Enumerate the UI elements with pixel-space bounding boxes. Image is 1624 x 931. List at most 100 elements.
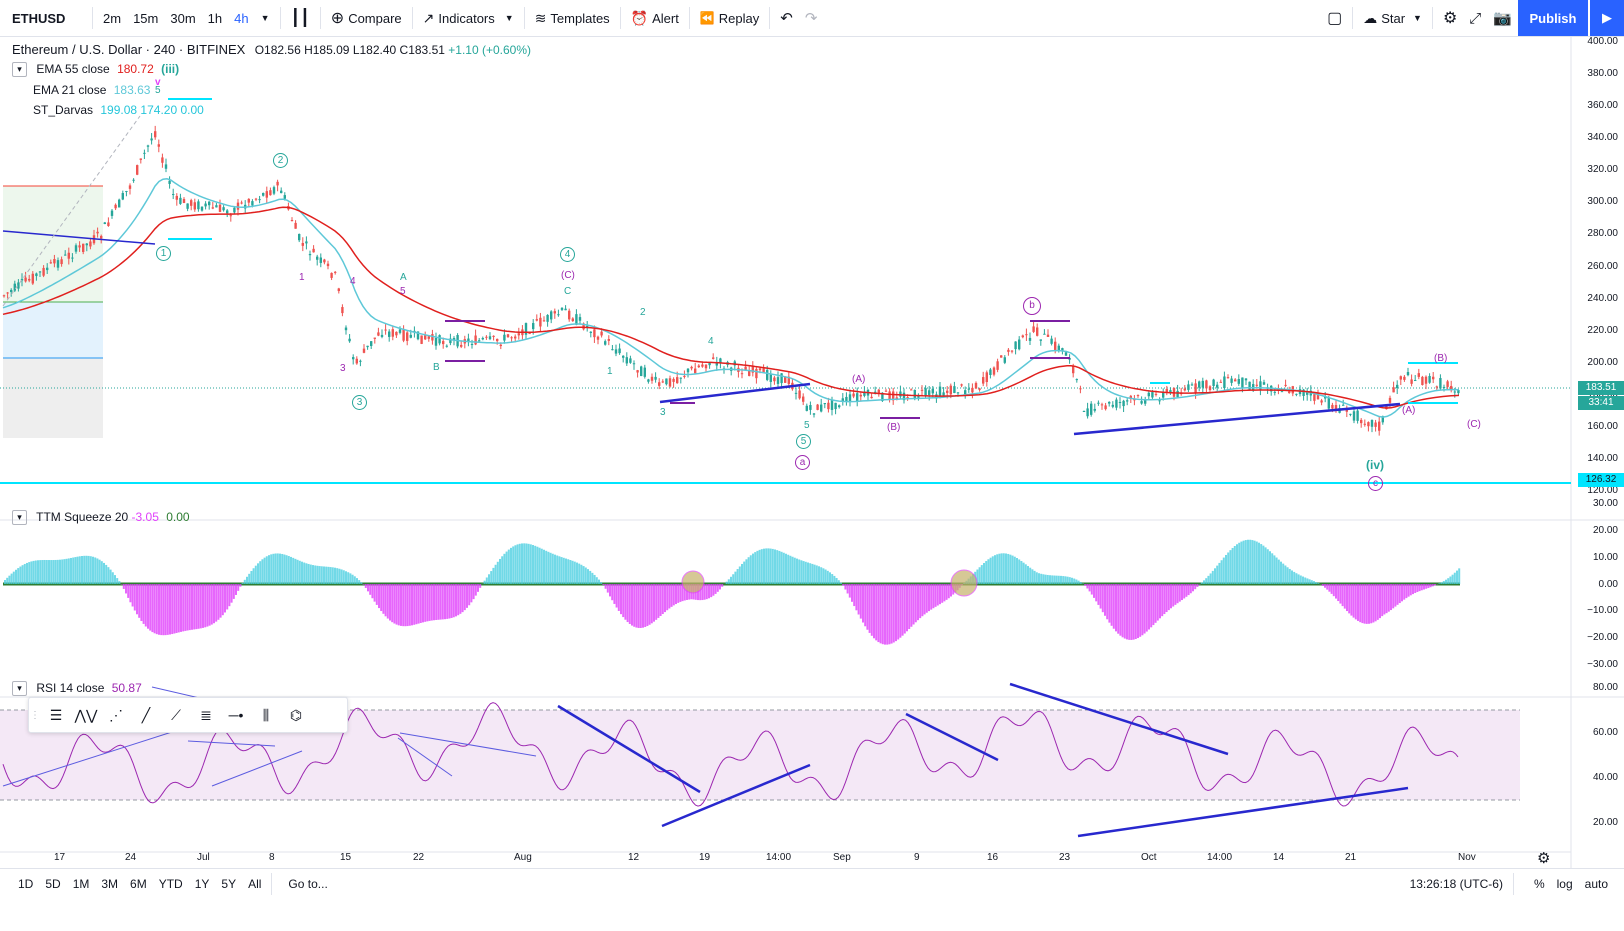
candle-body bbox=[1453, 391, 1456, 393]
candle-body bbox=[1158, 400, 1161, 402]
range-5Y[interactable]: 5Y bbox=[221, 877, 237, 891]
candle-body bbox=[712, 357, 715, 359]
candle-body bbox=[1428, 376, 1431, 383]
compare-button[interactable]: ⊕ Compare bbox=[325, 0, 408, 36]
ttm-axis[interactable]: 30.00 20.00 10.00 0.00 −10.00 −20.00 −30.00 bbox=[1571, 484, 1624, 670]
pattern-icon[interactable]: ⋀⋁ bbox=[74, 706, 98, 723]
indicators-button[interactable]: ↗ Indicators ▼ bbox=[417, 0, 520, 36]
wave-label-2b: 2 bbox=[640, 307, 646, 318]
trend-line-icon[interactable]: ╱ bbox=[141, 706, 151, 723]
trend-line[interactable] bbox=[2, 230, 156, 245]
squeeze-bar bbox=[1170, 584, 1172, 609]
clock-timezone[interactable]: 13:26:18 (UTC-6) bbox=[1409, 877, 1503, 891]
squeeze-bar bbox=[208, 584, 211, 626]
candle-body bbox=[949, 385, 952, 395]
squeeze-bar bbox=[1090, 584, 1093, 595]
fullscreen-box-icon[interactable]: ▢ bbox=[1327, 10, 1343, 27]
publish-button[interactable]: Publish bbox=[1518, 0, 1588, 36]
candle-body bbox=[913, 389, 916, 400]
candle-body bbox=[870, 396, 873, 399]
trend-line[interactable] bbox=[659, 382, 811, 404]
undo-icon[interactable]: ↶ bbox=[780, 10, 793, 27]
range-YTD[interactable]: YTD bbox=[158, 877, 183, 891]
ema55-legend[interactable]: ▾ EMA 55 close 180.72 (iii) bbox=[12, 62, 179, 78]
candle-body bbox=[420, 335, 423, 344]
pitchfork-icon[interactable]: ⫼ bbox=[262, 706, 270, 723]
rsi-trend-lines[interactable] bbox=[557, 682, 1409, 838]
auto-toggle[interactable]: auto bbox=[1584, 877, 1608, 891]
squeeze-bar bbox=[675, 584, 677, 605]
horizontal-ray-icon[interactable]: ─• bbox=[228, 707, 244, 723]
symbol-search[interactable]: ETHUSD bbox=[12, 10, 66, 26]
replay-button[interactable]: ⏪ Replay bbox=[694, 0, 765, 36]
goto-button[interactable]: Go to... bbox=[288, 877, 328, 891]
collapse-chevron-icon[interactable]: ▾ bbox=[12, 681, 27, 697]
price-axis[interactable]: 400.00 380.00 360.00 340.00 320.00 300.00 280.… bbox=[1571, 36, 1624, 496]
trend-line[interactable] bbox=[1073, 402, 1401, 436]
range-3M[interactable]: 3M bbox=[101, 877, 119, 891]
chart-canvas[interactable] bbox=[0, 36, 1624, 868]
gear-icon[interactable]: ⚙ bbox=[1537, 850, 1551, 867]
path-icon[interactable]: ⌬ bbox=[289, 706, 303, 723]
range-5D[interactable]: 5D bbox=[45, 877, 61, 891]
play-icon[interactable]: ▶ bbox=[1590, 0, 1624, 36]
interval-dropdown-icon[interactable]: ▼ bbox=[260, 13, 270, 23]
squeeze-bar bbox=[536, 546, 539, 584]
drag-handle-icon[interactable]: ⋮ bbox=[30, 709, 40, 721]
candle-body bbox=[920, 389, 924, 391]
range-1D[interactable]: 1D bbox=[18, 877, 34, 891]
squeeze-bar bbox=[1156, 584, 1159, 621]
range-1Y[interactable]: 1Y bbox=[194, 877, 210, 891]
log-toggle[interactable]: log bbox=[1556, 877, 1573, 891]
redo-icon[interactable]: ↷ bbox=[804, 10, 818, 27]
ema21-legend[interactable]: EMA 21 close 183.63 bbox=[33, 83, 150, 97]
squeeze-bar bbox=[129, 584, 132, 603]
layout-button[interactable]: ☁ Star ▼ bbox=[1357, 0, 1428, 36]
squeeze-bar bbox=[637, 584, 640, 628]
candle-body bbox=[1367, 422, 1370, 427]
alert-button[interactable]: ⏰ Alert bbox=[625, 0, 685, 36]
darvas-legend[interactable]: ST_Darvas 199.08 174.20 0.00 bbox=[33, 103, 204, 117]
expand-icon[interactable]: ⤢ bbox=[1469, 9, 1482, 27]
range-All[interactable]: All bbox=[248, 877, 262, 891]
horizontal-lines-icon[interactable]: ☰ bbox=[49, 706, 63, 723]
squeeze-bar bbox=[987, 559, 990, 584]
templates-button[interactable]: ≋ Templates bbox=[529, 0, 616, 36]
squeeze-bar bbox=[1255, 541, 1258, 584]
collapse-chevron-icon[interactable]: ▾ bbox=[12, 510, 27, 526]
gear-icon[interactable]: ⚙ bbox=[1442, 10, 1458, 27]
candle-body bbox=[236, 202, 240, 210]
ray-icon[interactable]: ⟋ bbox=[171, 706, 181, 723]
fib-icon[interactable]: ≣ bbox=[200, 706, 212, 723]
squeeze-bar bbox=[1005, 553, 1007, 584]
squeeze-bar bbox=[312, 565, 314, 584]
camera-icon[interactable]: 📷 bbox=[1493, 10, 1512, 27]
squeeze-bar bbox=[1308, 579, 1311, 584]
interval-2m[interactable]: 2m bbox=[103, 10, 122, 26]
interval-1h[interactable]: 1h bbox=[207, 10, 223, 26]
interval-4h[interactable]: 4h bbox=[234, 10, 249, 26]
squeeze-bar bbox=[41, 560, 44, 584]
candle-body bbox=[1154, 393, 1158, 395]
squeeze-bar bbox=[188, 584, 191, 631]
interval-15m[interactable]: 15m bbox=[133, 10, 159, 26]
squeeze-bar bbox=[538, 547, 541, 584]
range-1M[interactable]: 1M bbox=[72, 877, 90, 891]
wave-label-v: v bbox=[155, 77, 161, 88]
squeeze-bar bbox=[741, 563, 743, 584]
interval-30m[interactable]: 30m bbox=[170, 10, 196, 26]
squeeze-bar bbox=[1350, 584, 1353, 616]
range-6M[interactable]: 6M bbox=[130, 877, 147, 891]
candle-body bbox=[647, 379, 650, 382]
rsi-legend[interactable]: ▾ RSI 14 close 50.87 bbox=[12, 681, 142, 697]
symbol-title[interactable]: Ethereum / U.S. Dollar · 240 · BITFINEX bbox=[12, 42, 246, 57]
abcd-pattern-icon[interactable]: ⋰ bbox=[109, 706, 123, 723]
squeeze-bar bbox=[1112, 584, 1115, 629]
squeeze-bar bbox=[268, 555, 270, 584]
candles-icon[interactable]: ┃┃ bbox=[290, 10, 310, 27]
collapse-chevron-icon[interactable]: ▾ bbox=[12, 62, 27, 78]
rsi-axis[interactable]: 80.00 60.00 40.00 20.00 bbox=[1571, 661, 1624, 852]
percent-toggle[interactable]: % bbox=[1533, 877, 1545, 891]
ttm-legend[interactable]: ▾ TTM Squeeze 20 -3.05 0.00 bbox=[12, 510, 190, 526]
squeeze-bar bbox=[435, 584, 438, 620]
